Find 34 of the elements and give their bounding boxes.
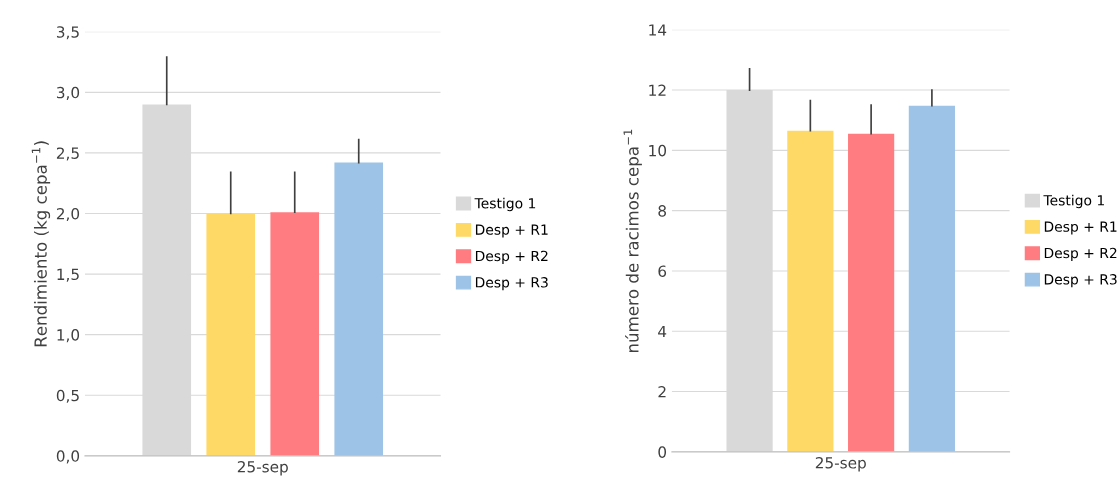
legend-label: Testigo 1 — [1043, 194, 1104, 209]
y-tick-label: 4 — [658, 325, 667, 338]
bar — [334, 162, 384, 456]
y-tick-label: 14 — [649, 24, 667, 36]
legend-label: Desp + R1 — [475, 224, 548, 238]
x-tick-label: 25-sep — [815, 456, 866, 472]
y-tick-label: 1,5 — [57, 268, 79, 282]
legend-label: Desp + R1 — [1044, 221, 1117, 235]
legend-label: Desp + R2 — [1044, 247, 1117, 261]
legend-label: Desp + R3 — [475, 277, 548, 291]
y-tick-label: 12 — [649, 84, 666, 96]
y-axis-title: número de racimos cepa$^{−1}$ — [623, 129, 642, 353]
bar — [270, 212, 320, 456]
y-tick-label: 10 — [649, 144, 667, 157]
y-tick-label: 6 — [658, 265, 667, 277]
y-tick-label: 3,0 — [56, 86, 80, 100]
y-tick-label: 0,0 — [56, 450, 80, 464]
bar — [848, 133, 895, 452]
y-tick-label: 2 — [658, 386, 666, 398]
legend-label: Desp + R3 — [1044, 274, 1117, 288]
legend-label: Testigo 1 — [474, 197, 536, 212]
bar — [787, 130, 834, 452]
bar — [908, 105, 955, 452]
bar — [206, 213, 256, 456]
y-tick-label: 8 — [658, 205, 667, 217]
y-axis-title: Rendimiento (kg cepa$^{−1}$) — [31, 141, 51, 347]
y-tick-label: 3,5 — [56, 26, 79, 40]
y-tick-label: 2,0 — [56, 207, 80, 222]
y-tick-label: 0 — [658, 446, 667, 458]
y-tick-label: 1,0 — [57, 329, 80, 343]
y-tick-label: 2,5 — [56, 147, 79, 161]
x-tick-label: 25-sep — [237, 460, 288, 476]
y-tick-label: 0,5 — [56, 389, 79, 403]
legend-label: Desp + R2 — [475, 250, 548, 264]
